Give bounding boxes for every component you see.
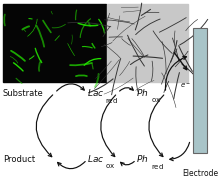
- Text: Electrode: Electrode: [182, 170, 218, 178]
- Bar: [193, 29, 207, 153]
- Text: $\mathregular{red}$: $\mathregular{red}$: [105, 96, 118, 105]
- Text: $\mathregular{ox}$: $\mathregular{ox}$: [105, 163, 115, 170]
- Bar: [3, 4, 106, 82]
- Text: $\mathit{Ph}$: $\mathit{Ph}$: [136, 153, 149, 164]
- Text: $e^-$: $e^-$: [180, 81, 192, 90]
- Text: Substrate: Substrate: [3, 88, 43, 98]
- Text: $\mathregular{ox}$: $\mathregular{ox}$: [151, 96, 161, 104]
- Text: $\mathregular{red}$: $\mathregular{red}$: [151, 163, 164, 171]
- Text: Product: Product: [3, 155, 35, 164]
- Text: $\mathit{Ph}$: $\mathit{Ph}$: [136, 87, 149, 98]
- Bar: [107, 4, 188, 82]
- Text: $\mathit{Lac}$: $\mathit{Lac}$: [87, 87, 105, 98]
- Text: $\mathit{Lac}$: $\mathit{Lac}$: [87, 153, 105, 164]
